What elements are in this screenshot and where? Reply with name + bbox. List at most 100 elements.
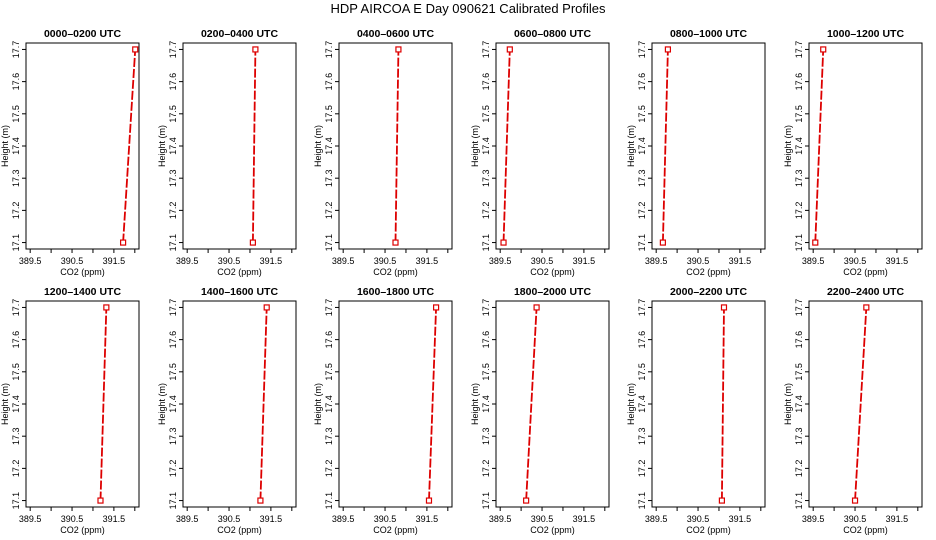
data-point — [820, 46, 827, 53]
panel-title: 1200–1400 UTC — [44, 286, 121, 298]
y-tick-label: 17.6 — [481, 331, 491, 349]
y-tick-label: 17.5 — [324, 105, 334, 123]
x-tick-label: 390.5 — [687, 514, 710, 524]
y-tick-label: 17.4 — [324, 137, 334, 155]
data-point — [506, 46, 513, 53]
y-axis-label: Height (m) — [157, 383, 167, 425]
x-tick-label: 391.5 — [103, 514, 126, 524]
y-tick-label: 17.2 — [794, 202, 804, 220]
y-tick-label: 17.4 — [637, 395, 647, 413]
profile-line — [720, 307, 725, 501]
y-axis-label: Height (m) — [783, 383, 793, 425]
x-tick-label: 391.5 — [573, 256, 596, 266]
x-tick-label: 390.5 — [218, 256, 241, 266]
y-tick-label: 17.7 — [324, 299, 334, 317]
y-tick-label: 17.1 — [637, 234, 647, 252]
x-tick-label: 391.5 — [416, 514, 439, 524]
y-tick-label: 17.6 — [11, 331, 21, 349]
x-axis-label: CO2 (ppm) — [686, 267, 731, 277]
data-point — [851, 497, 859, 504]
y-tick-label: 17.1 — [637, 492, 647, 510]
y-tick-label: 17.3 — [637, 169, 647, 187]
x-tick-label: 391.5 — [260, 514, 283, 524]
y-tick-label: 17.5 — [481, 105, 491, 123]
profile-line — [99, 307, 108, 501]
y-tick-label: 17.3 — [794, 427, 804, 445]
panel-title: 0200–0400 UTC — [201, 28, 278, 40]
y-tick-label: 17.4 — [168, 395, 178, 413]
y-tick-label: 17.1 — [11, 492, 21, 510]
plot-frame — [808, 42, 923, 250]
data-point — [119, 239, 127, 246]
y-tick-label: 17.2 — [794, 460, 804, 478]
y-axis-label: Height (m) — [313, 383, 323, 425]
x-axis-label: CO2 (ppm) — [530, 267, 575, 277]
y-tick-label: 17.4 — [11, 395, 21, 413]
x-tick-label: 389.5 — [802, 256, 825, 266]
y-tick-label: 17.1 — [481, 492, 491, 510]
profile-line — [394, 49, 400, 243]
x-tick-label: 391.5 — [103, 256, 126, 266]
y-tick-label: 17.3 — [637, 427, 647, 445]
y-tick-label: 17.3 — [481, 169, 491, 187]
y-tick-label: 17.2 — [11, 460, 21, 478]
x-tick-label: 391.5 — [416, 256, 439, 266]
y-tick-label: 17.6 — [481, 73, 491, 91]
y-tick-label: 17.5 — [637, 363, 647, 381]
data-point — [812, 239, 819, 246]
x-tick-label: 390.5 — [374, 256, 397, 266]
data-point — [263, 304, 270, 311]
profile-line — [525, 307, 538, 501]
x-tick-label: 391.5 — [729, 514, 752, 524]
profile-line — [502, 49, 511, 243]
y-axis-label: Height (m) — [626, 125, 636, 167]
y-tick-label: 17.5 — [794, 363, 804, 381]
plot-frame — [651, 42, 766, 250]
x-tick-label: 390.5 — [687, 256, 710, 266]
data-point — [103, 304, 110, 311]
y-tick-label: 17.7 — [637, 299, 647, 317]
y-axis-label: Height (m) — [313, 125, 323, 167]
y-tick-label: 17.5 — [168, 105, 178, 123]
panel-title: 0000–0200 UTC — [44, 28, 121, 40]
y-axis-label: Height (m) — [626, 383, 636, 425]
x-tick-label: 390.5 — [61, 256, 84, 266]
y-tick-label: 17.7 — [168, 299, 178, 317]
data-point — [249, 239, 256, 246]
y-tick-label: 17.7 — [324, 41, 334, 59]
plot-frame — [495, 42, 610, 250]
y-tick-label: 17.5 — [324, 363, 334, 381]
y-tick-label: 17.1 — [324, 234, 334, 252]
y-tick-label: 17.4 — [794, 395, 804, 413]
y-tick-label: 17.4 — [481, 395, 491, 413]
x-tick-label: 389.5 — [332, 256, 355, 266]
x-axis-label: CO2 (ppm) — [843, 525, 888, 535]
x-axis-label: CO2 (ppm) — [217, 525, 262, 535]
y-tick-label: 17.3 — [324, 427, 334, 445]
data-point — [659, 239, 666, 246]
x-tick-label: 391.5 — [573, 514, 596, 524]
y-tick-label: 17.3 — [11, 427, 21, 445]
y-tick-label: 17.4 — [637, 137, 647, 155]
x-tick-label: 389.5 — [19, 256, 42, 266]
x-axis-label: CO2 (ppm) — [530, 525, 575, 535]
x-tick-label: 390.5 — [844, 514, 867, 524]
x-axis-label: CO2 (ppm) — [373, 525, 418, 535]
y-tick-label: 17.1 — [324, 492, 334, 510]
y-axis-label: Height (m) — [0, 383, 10, 425]
y-tick-label: 17.2 — [11, 202, 21, 220]
y-tick-label: 17.5 — [637, 105, 647, 123]
x-tick-label: 389.5 — [645, 514, 668, 524]
y-tick-label: 17.7 — [481, 299, 491, 317]
data-point — [395, 46, 402, 53]
x-tick-label: 390.5 — [531, 256, 554, 266]
y-tick-label: 17.1 — [11, 234, 21, 252]
y-tick-label: 17.7 — [168, 41, 178, 59]
y-tick-label: 17.3 — [481, 427, 491, 445]
y-tick-label: 17.5 — [11, 363, 21, 381]
